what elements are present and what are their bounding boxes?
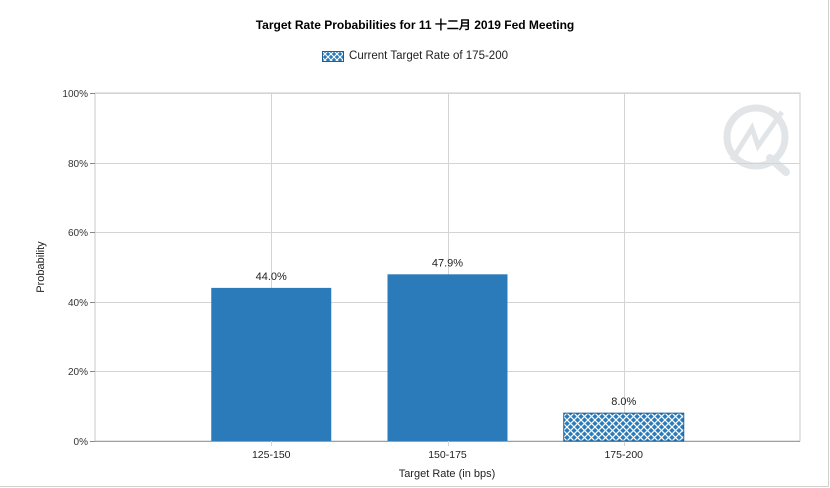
legend: Current Target Rate of 175-200 xyxy=(0,50,830,62)
y-tick-label: 80% xyxy=(68,159,88,170)
legend-label: Current Target Rate of 175-200 xyxy=(349,50,508,62)
bar-150-175 xyxy=(387,274,508,441)
x-tick-label: 125-150 xyxy=(252,449,291,461)
logo-watermark xyxy=(723,104,790,176)
x-axis-title: Target Rate (in bps) xyxy=(399,468,496,480)
x-tick-label: 175-200 xyxy=(604,449,643,461)
y-tick-label: 20% xyxy=(68,367,88,378)
x-tick-label: 150-175 xyxy=(428,449,467,461)
y-tick-label: 60% xyxy=(68,228,88,239)
y-tick-label: 40% xyxy=(68,298,88,309)
y-tick-label: 100% xyxy=(62,89,88,100)
bar-175-200 xyxy=(563,412,685,442)
bars xyxy=(211,274,685,442)
y-axis-title: Probability xyxy=(35,241,47,293)
bar-125-150 xyxy=(211,287,332,441)
bar-value-label: 44.0% xyxy=(256,271,287,283)
chart-title: Target Rate Probabilities for 11 十二月 201… xyxy=(255,18,575,32)
bar-value-label: 47.9% xyxy=(432,257,463,269)
legend-swatch-crosshatch xyxy=(322,50,345,62)
y-tick-label: 0% xyxy=(74,437,89,448)
bar-value-label: 8.0% xyxy=(611,396,636,408)
labels: 0% 20% 40% 60% 80% 100% 44.0% 125-150 47.9% 150-1… xyxy=(62,89,643,461)
